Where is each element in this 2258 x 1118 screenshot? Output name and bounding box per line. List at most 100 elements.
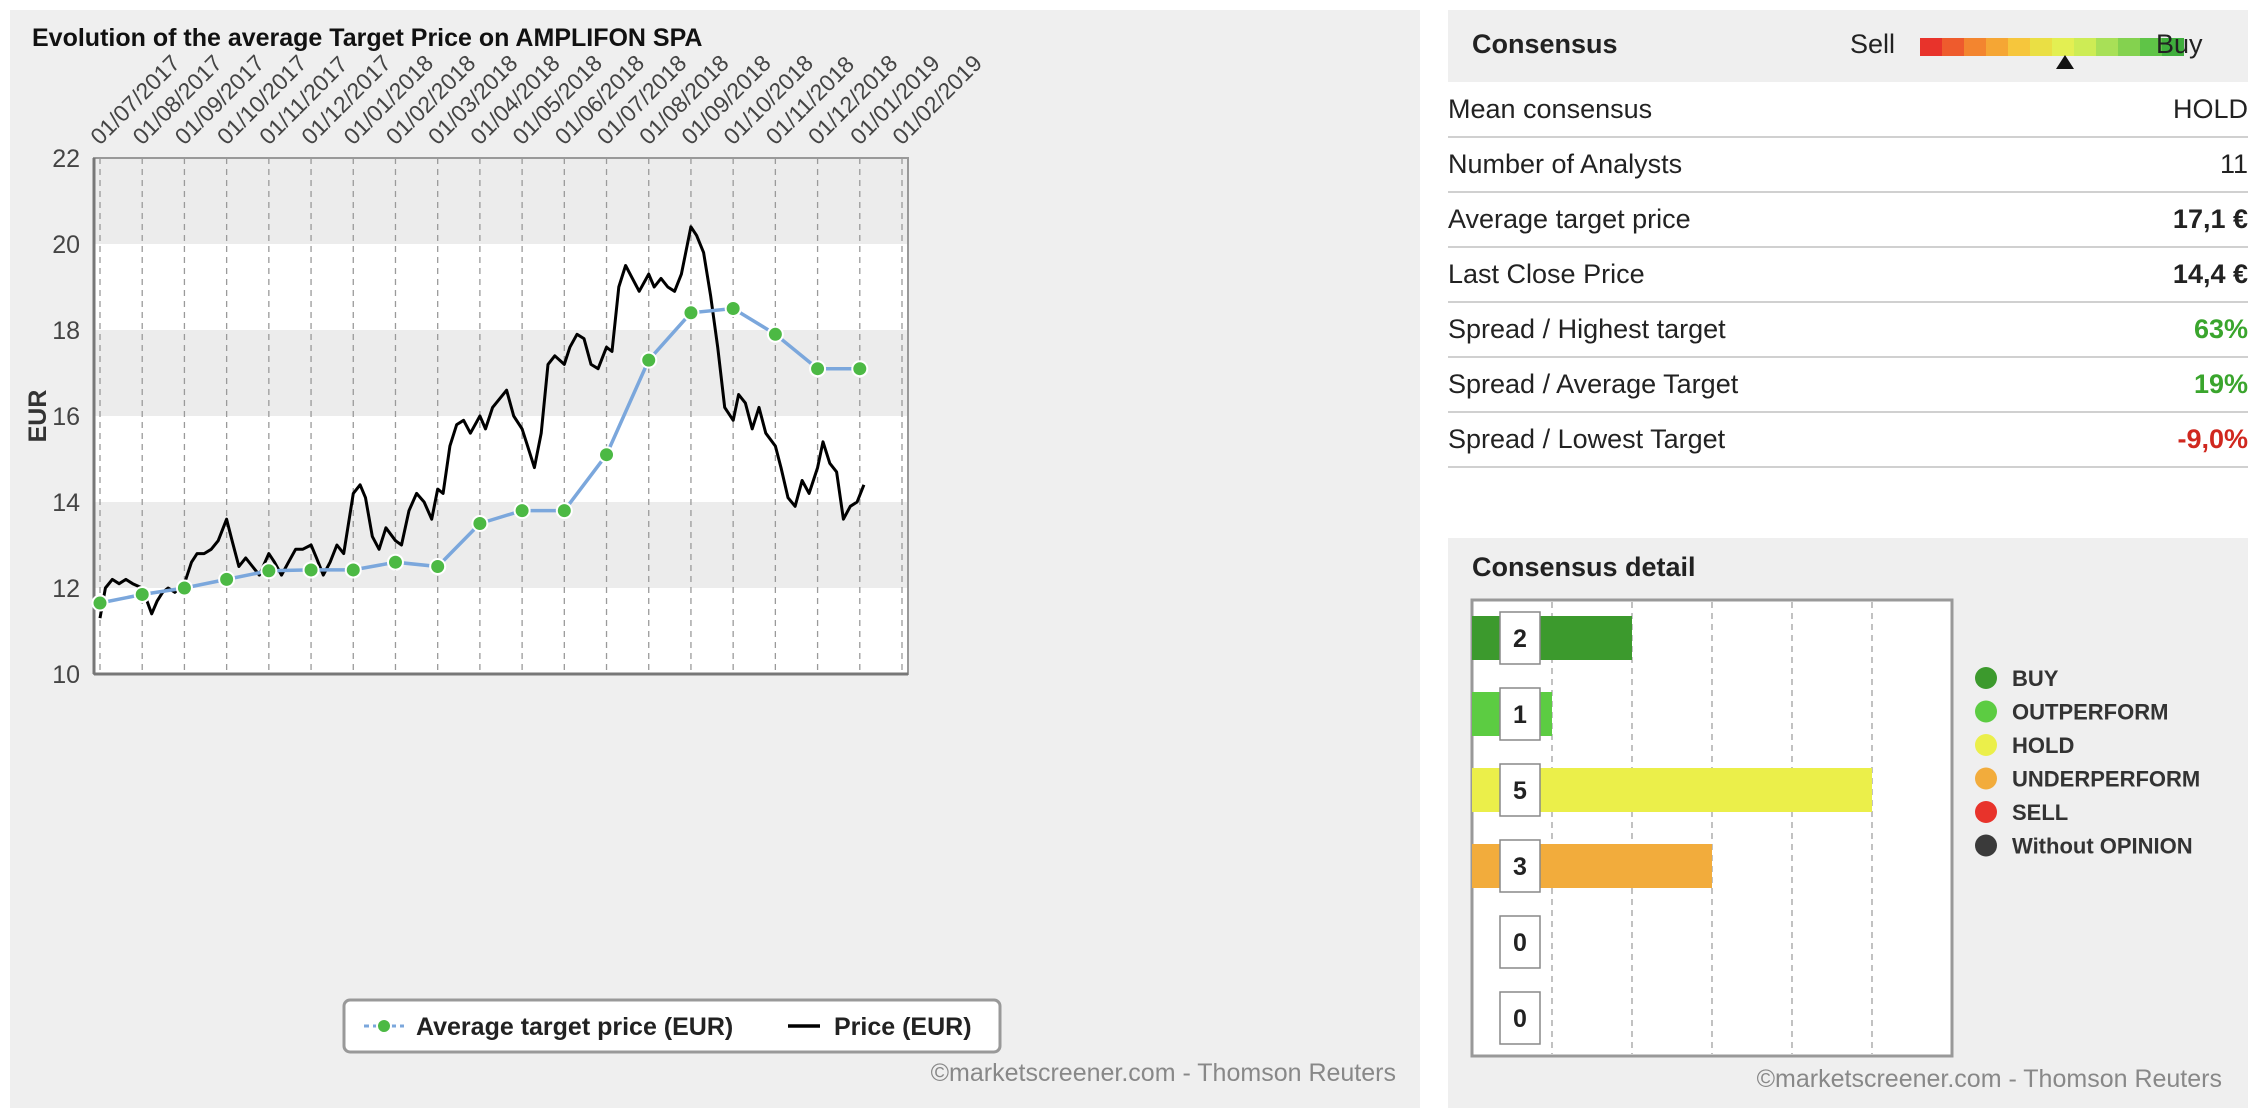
detail-legend-label: OUTPERFORM xyxy=(2012,700,2168,725)
consensus-row: Spread / Highest target 63% xyxy=(1448,302,2248,358)
detail-legend-dot xyxy=(1975,834,1997,857)
consensus-detail-title: Consensus detail xyxy=(1472,552,1696,582)
detail-count-label: 3 xyxy=(1513,853,1527,881)
detail-count-box xyxy=(1499,687,1541,741)
consensus-row: Spread / Average Target 19% xyxy=(1448,357,2248,413)
detail-legend-label: SELL xyxy=(2012,800,2068,825)
avg-target-point xyxy=(133,585,151,603)
y-tick-label: 12 xyxy=(52,575,80,603)
avg-target-point xyxy=(218,570,236,588)
avg-target-point xyxy=(640,351,658,369)
detail-legend-dot xyxy=(1975,700,1997,723)
detail-count-box xyxy=(1499,611,1541,665)
detail-count-label: 5 xyxy=(1513,777,1527,805)
detail-count-label: 0 xyxy=(1513,929,1527,957)
consensus-row: Mean consensus HOLD xyxy=(1448,82,2248,138)
gauge-segment xyxy=(2008,38,2030,56)
consensus-panel: Consensus Sell Buy Mean consensus HOLD Num… xyxy=(1448,10,2248,470)
detail-count-box xyxy=(1499,763,1541,817)
consensus-row: Average target price 17,1 € xyxy=(1448,192,2248,248)
detail-count-label: 0 xyxy=(1513,1005,1527,1033)
chart-legend xyxy=(342,998,1002,1054)
detail-count-box xyxy=(1499,839,1541,893)
consensus-detail-chart: 2 1 5 3 0 0 BUY OUTPERFORM HOLD UNDERPERFORM SELL W… xyxy=(1470,598,2200,1058)
consensus-row-label: Spread / Highest target xyxy=(1448,314,1726,344)
detail-legend-label: Without OPINION xyxy=(2012,834,2193,859)
gauge-segment xyxy=(1942,38,1964,56)
consensus-row-value: 19% xyxy=(2193,369,2248,399)
consensus-row: Last Close Price 14,4 € xyxy=(1448,247,2248,303)
avg-target-point xyxy=(809,360,827,378)
gauge-segment xyxy=(2074,38,2096,56)
avg-target-point xyxy=(386,553,404,571)
detail-legend-label: BUY xyxy=(2012,666,2059,691)
price-series-line xyxy=(98,225,866,619)
gauge-segment xyxy=(2052,38,2074,56)
consensus-row-value: -9,0% xyxy=(2177,424,2248,454)
detail-count-box xyxy=(1499,991,1541,1045)
consensus-row-value: 17,1 € xyxy=(2172,204,2248,234)
consensus-row-label: Spread / Average Target xyxy=(1448,369,1739,399)
consensus-header: Consensus Sell Buy xyxy=(1448,10,2248,82)
consensus-row-label: Spread / Lowest Target xyxy=(1448,424,1726,454)
avg-target-point xyxy=(260,562,278,580)
detail-legend-dot xyxy=(1975,801,1997,823)
consensus-detail-panel: Consensus detail 2 1 5 3 0 0 BUY OUTPERFORM HOLD… xyxy=(1448,538,2248,1108)
avg-target-point xyxy=(429,558,447,575)
gauge-segment xyxy=(2118,38,2140,56)
avg-target-point xyxy=(513,502,531,520)
detail-legend-dot xyxy=(1975,734,1997,756)
gauge-buy-label: Buy xyxy=(2156,29,2203,59)
avg-target-point xyxy=(766,325,784,343)
y-tick-label: 22 xyxy=(52,145,80,173)
avg-target-point xyxy=(91,594,109,612)
avg-target-point xyxy=(724,300,742,317)
y-tick-label: 18 xyxy=(52,317,80,345)
gauge-segment xyxy=(1964,38,1986,56)
consensus-row-label: Average target price xyxy=(1448,204,1691,234)
avg-target-point xyxy=(598,446,616,464)
gauge-segment xyxy=(2162,38,2184,56)
consensus-row-label: Number of Analysts xyxy=(1448,149,1683,179)
y-tick-label: 14 xyxy=(52,489,80,517)
avg-target-point xyxy=(471,515,489,532)
detail-legend-label: HOLD xyxy=(2012,733,2074,758)
legend-avg-swatch-dot xyxy=(376,1018,392,1034)
y-tick-label: 10 xyxy=(52,661,80,689)
gauge-segment xyxy=(2140,38,2162,56)
avg-target-point xyxy=(175,579,193,597)
grid-band xyxy=(94,330,908,416)
detail-legend-dot xyxy=(1975,767,1997,790)
consensus-row-value: 14,4 € xyxy=(2172,259,2248,289)
y-tick-label: 20 xyxy=(52,231,80,259)
consensus-title: Consensus xyxy=(1472,29,1618,59)
consensus-row-label: Last Close Price xyxy=(1448,259,1645,289)
gauge-segment xyxy=(1920,38,1942,56)
target-price-chart: 1012141618202201/07/201701/08/201701/09/… xyxy=(24,50,1002,1054)
consensus-row-value: 11 xyxy=(2219,149,2248,179)
consensus-row-value: 63% xyxy=(2193,314,2248,344)
avg-target-point xyxy=(851,360,869,378)
gauge-sell-label: Sell xyxy=(1850,29,1896,59)
legend-price-label: Price (EUR) xyxy=(834,1013,972,1041)
detail-copyright: ©marketscreener.com - Thomson Reuters xyxy=(1756,1065,2222,1093)
avg-target-point xyxy=(555,502,573,520)
avg-target-point xyxy=(682,304,700,322)
gauge-marker-icon xyxy=(2056,55,2075,69)
detail-bar-buy xyxy=(1472,616,1632,660)
y-tick-label: 16 xyxy=(52,403,80,431)
gauge-segment xyxy=(1986,38,2008,56)
target-price-chart-panel: Evolution of the average Target Price on… xyxy=(10,10,1420,1108)
gauge-segment xyxy=(2030,38,2052,56)
detail-legend-dot xyxy=(1975,667,1997,689)
consensus-row-value: HOLD xyxy=(2172,94,2248,124)
legend-avg-label: Average target price (EUR) xyxy=(416,1013,733,1041)
gauge-segment xyxy=(2096,38,2118,56)
consensus-row: Spread / Lowest Target -9,0% xyxy=(1448,412,2248,468)
grid-band xyxy=(94,158,908,244)
avg-target-point xyxy=(302,561,320,579)
detail-legend-label: UNDERPERFORM xyxy=(2012,767,2200,792)
consensus-row-label: Mean consensus xyxy=(1448,94,1653,124)
detail-count-label: 1 xyxy=(1513,701,1527,729)
y-axis-title: EUR xyxy=(24,390,52,443)
